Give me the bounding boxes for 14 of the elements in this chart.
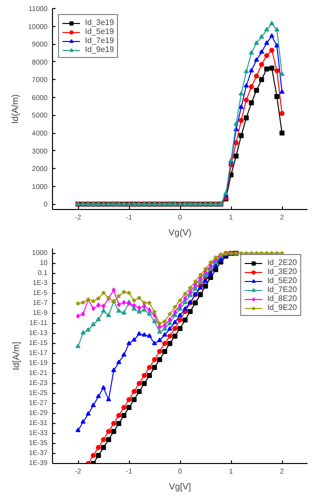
legend-label: Id_5e19 [85, 27, 114, 36]
legend-label: Id_2E20 [267, 258, 297, 267]
legend-label: Id_8E20 [267, 294, 297, 303]
legend-label: Id_9E20 [267, 303, 297, 312]
y-axis-title: Id[A/m] [10, 342, 21, 370]
legend-label: Id_3E20 [267, 267, 297, 276]
legend-label: Id_3e19 [85, 18, 114, 27]
legend-label: Id_9e19 [85, 45, 114, 54]
legend-label: Id_5E20 [267, 276, 297, 285]
legend-label: Id_7E20 [267, 285, 297, 294]
legend-label: Id_7e19 [85, 36, 114, 45]
x-axis-title: Vg(V) [168, 228, 192, 238]
y-axis-title: Id(A/m) [10, 94, 20, 124]
x-axis-title: Vg[V] [168, 482, 192, 492]
